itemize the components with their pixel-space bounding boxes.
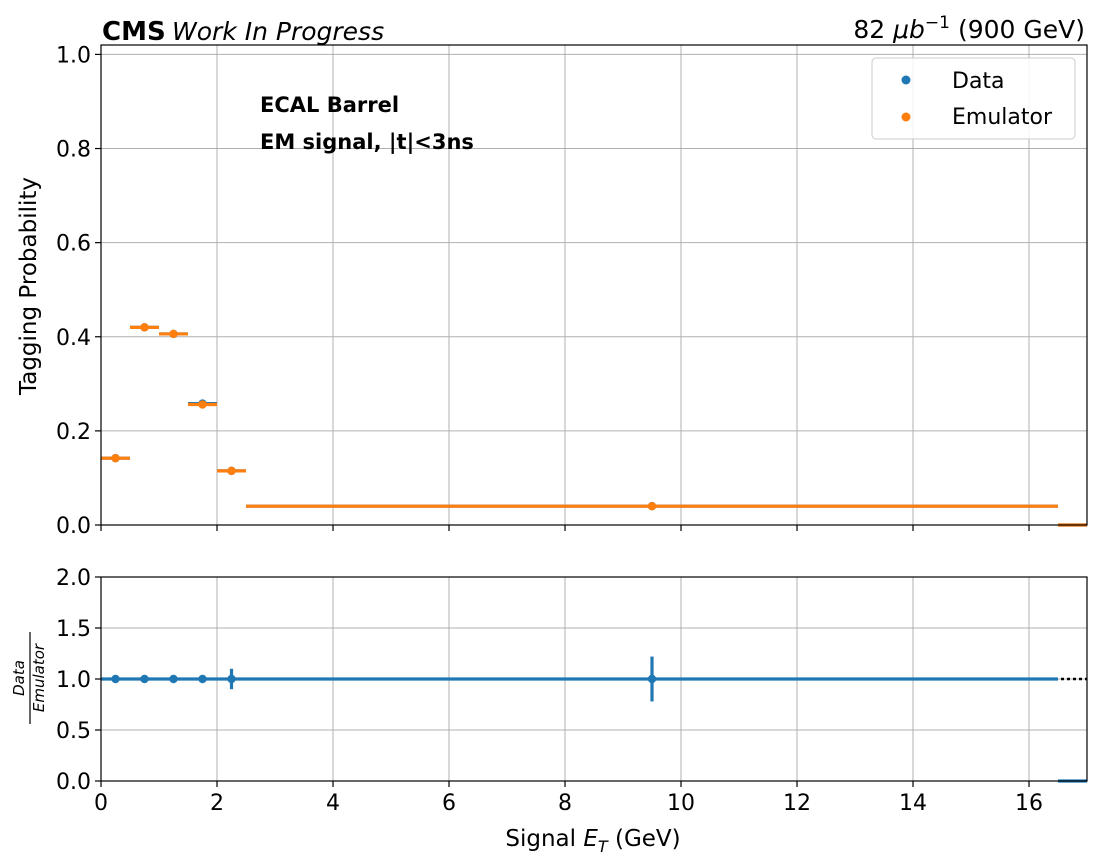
- ratio-s0-p3-marker: [198, 674, 207, 684]
- ratio-ylabel: Data Emulator: [10, 632, 48, 724]
- ratio-xtick-label-4: 8: [558, 791, 572, 816]
- ratio-frame: [100, 576, 1088, 782]
- ratio-panel: 0 2 4 6 8 10 12 14 16 0.0 0.5 1.0 1.5 2.0: [56, 566, 1088, 816]
- ratio-xtick-label-3: 6: [442, 791, 456, 816]
- main-s1-p0-marker: [111, 453, 120, 463]
- main-ylabel: Tagging Probability: [16, 177, 42, 396]
- main-ytick-label-4: 0.8: [56, 138, 91, 163]
- ratio-xtick-label-2: 4: [326, 791, 340, 816]
- ratio-ylabel-denominator: Emulator: [30, 643, 48, 712]
- lumi-label: 82 μb−1 (900 GeV): [853, 13, 1085, 44]
- legend-label-emulator: Emulator: [952, 105, 1053, 130]
- legend-label-data: Data: [952, 69, 1005, 94]
- main-s1-p1-marker: [140, 323, 149, 332]
- lumi-unit: μb: [892, 15, 925, 44]
- energy-label: (900 GeV): [958, 15, 1085, 44]
- main-ytick-label-0: 0.0: [56, 514, 91, 539]
- ratio-s0-p4-marker: [227, 674, 236, 684]
- legend-marker-data: [901, 75, 911, 85]
- legend: Data Emulator: [871, 57, 1076, 140]
- status-label: Work In Progress: [172, 17, 384, 46]
- lumi-value: 82: [853, 15, 885, 44]
- annotation-selection: EM signal, |t|<3ns: [260, 130, 474, 155]
- main-panel: 0.0 0.2 0.4 0.6 0.8 1.0: [56, 43, 1088, 539]
- experiment-label: CMS: [102, 17, 166, 47]
- legend-box: [871, 57, 1076, 140]
- main-s1-p3-marker: [198, 400, 207, 409]
- ratio-ytick-label-2: 1.0: [56, 668, 91, 693]
- ratio-xtick-label-6: 12: [783, 791, 811, 816]
- ratio-xtick-label-7: 14: [899, 791, 927, 816]
- annotation-detector: ECAL Barrel: [260, 93, 399, 117]
- ratio-xtick-label-1: 2: [210, 791, 224, 816]
- ratio-ylabel-numerator: Data: [10, 660, 28, 696]
- ratio-ytick-label-3: 1.5: [56, 617, 91, 642]
- main-ytick-label-2: 0.4: [56, 326, 91, 351]
- main-s1-p5-marker: [647, 501, 657, 511]
- ratio-xlabel: Signal ET (GeV): [505, 826, 680, 856]
- ratio-xtick-label-5: 10: [667, 791, 695, 816]
- ratio-ytick-label-0: 0.0: [56, 770, 91, 795]
- ratio-s0-p1-marker: [140, 674, 149, 684]
- lumi-exponent: −1: [925, 13, 950, 33]
- ratio-s0-p2-marker: [169, 674, 178, 684]
- main-s1-p4-marker: [227, 466, 236, 476]
- legend-marker-emulator: [901, 112, 911, 122]
- ratio-ytick-label-1: 0.5: [56, 719, 91, 744]
- main-s1-p2-marker: [169, 329, 178, 339]
- ratio-s0-p5-marker: [647, 674, 657, 684]
- ratio-xtick-label-8: 16: [1015, 791, 1043, 816]
- main-ytick-label-3: 0.6: [56, 232, 91, 257]
- main-ytick-label-1: 0.2: [56, 420, 91, 445]
- ratio-ytick-label-4: 2.0: [56, 566, 91, 591]
- ratio-s0-p0-marker: [111, 674, 120, 684]
- main-ytick-label-5: 1.0: [56, 43, 91, 68]
- ratio-xtick-label-0: 0: [94, 791, 108, 816]
- main-frame: [100, 44, 1088, 526]
